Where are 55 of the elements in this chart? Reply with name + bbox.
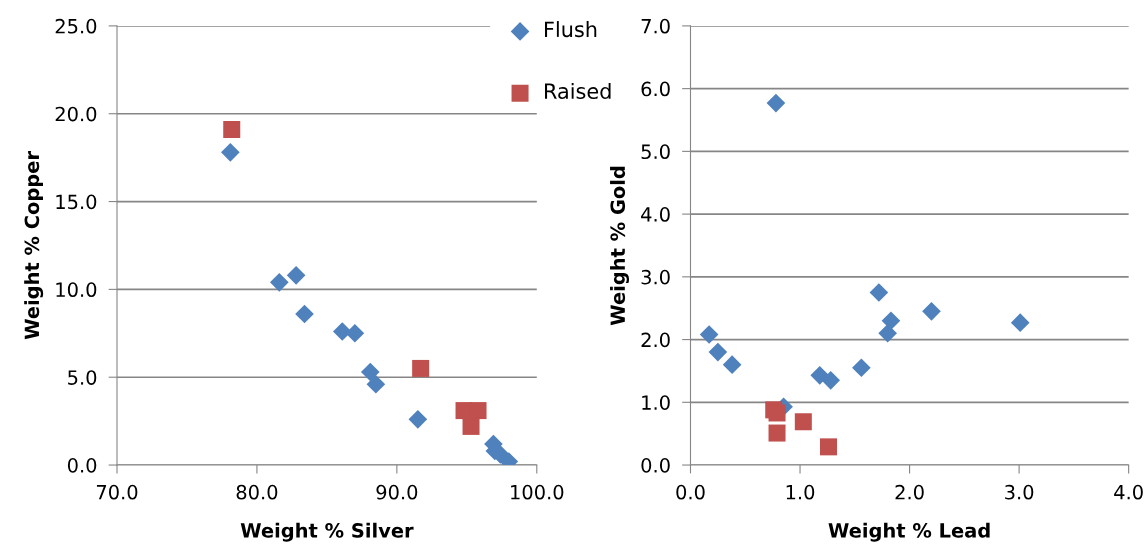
point bbox=[1010, 313, 1030, 332]
x-axis-title: Weight % Silver bbox=[240, 522, 414, 542]
y-tick-label: 7.0 bbox=[641, 18, 670, 34]
point bbox=[852, 358, 871, 378]
point bbox=[820, 438, 838, 456]
x-tick-label: 2.0 bbox=[895, 484, 924, 500]
y-tick-label: 4.0 bbox=[641, 207, 670, 222]
x-tick-label: 3.0 bbox=[1005, 484, 1034, 500]
y-tick-label: 5.0 bbox=[641, 144, 670, 160]
y-tick-label: 1.0 bbox=[642, 395, 670, 410]
point bbox=[360, 362, 380, 382]
y-tick-label: 2.0 bbox=[641, 332, 670, 348]
point bbox=[922, 302, 941, 321]
point bbox=[412, 359, 430, 377]
y-tick-label: 0.0 bbox=[67, 458, 97, 473]
point bbox=[699, 325, 719, 344]
legend-label: Raised bbox=[545, 82, 611, 100]
point bbox=[345, 323, 365, 343]
point bbox=[708, 342, 728, 362]
y-tick-label: 20.0 bbox=[55, 106, 97, 122]
point bbox=[768, 424, 786, 442]
point bbox=[766, 93, 786, 113]
y-tick-label: 10.0 bbox=[56, 282, 97, 298]
y-tick-label: 3.0 bbox=[641, 269, 670, 285]
point bbox=[794, 413, 812, 431]
x-tick-label: 90.0 bbox=[376, 484, 418, 500]
point bbox=[286, 266, 306, 285]
x-tick-label: 4.0 bbox=[1114, 484, 1143, 500]
legend-label: Flush bbox=[545, 21, 597, 38]
point bbox=[295, 304, 314, 324]
x-axis-title: Weight % Lead bbox=[828, 522, 990, 542]
y-tick-label: 0.0 bbox=[641, 458, 670, 473]
x-tick-label: 0.0 bbox=[676, 484, 705, 500]
point bbox=[869, 283, 889, 302]
y-tick-label: 25.0 bbox=[55, 18, 97, 34]
x-tick-label: 1.0 bbox=[786, 484, 815, 500]
point bbox=[270, 273, 289, 292]
y-tick-label: 15.0 bbox=[56, 194, 97, 210]
y-tick-label: 5.0 bbox=[68, 370, 97, 385]
y-axis-title: Weight % Gold bbox=[610, 166, 630, 326]
point bbox=[881, 311, 901, 331]
point bbox=[462, 417, 480, 435]
point bbox=[722, 355, 742, 374]
point bbox=[366, 374, 386, 394]
y-axis-title: Weight % Copper bbox=[24, 151, 44, 340]
x-tick-label: 100.0 bbox=[511, 484, 564, 500]
x-tick-label: 80.0 bbox=[236, 484, 278, 500]
point bbox=[408, 410, 428, 429]
y-tick-label: 6.0 bbox=[641, 81, 670, 97]
point bbox=[223, 121, 241, 139]
point bbox=[469, 402, 487, 420]
point bbox=[821, 371, 841, 390]
point bbox=[878, 323, 897, 343]
point bbox=[221, 143, 240, 162]
x-tick-label: 70.0 bbox=[96, 484, 138, 500]
